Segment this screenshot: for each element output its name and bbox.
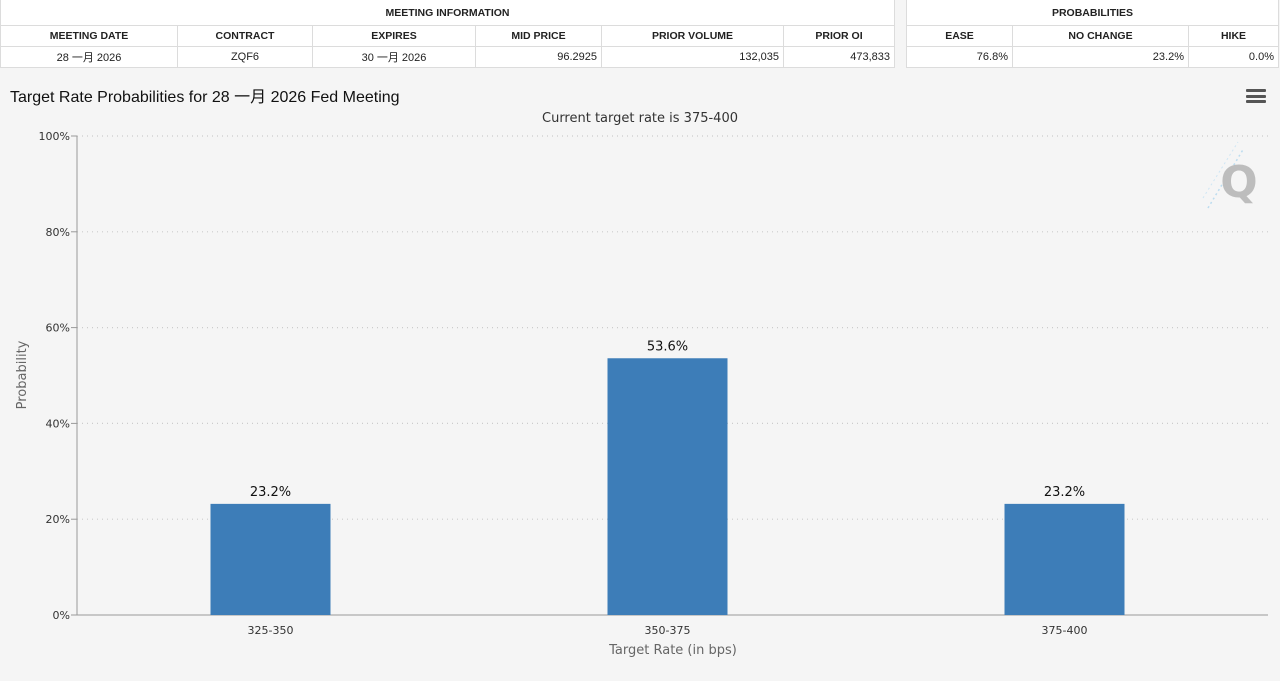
meeting-information-heading: MEETING INFORMATION — [0, 0, 895, 26]
cell-contract: ZQF6 — [177, 46, 313, 68]
x-axis-label: Target Rate (in bps) — [608, 643, 737, 658]
header-ease: EASE — [906, 25, 1013, 47]
bar-350-375 — [607, 358, 728, 615]
probabilities-heading: PROBABILITIES — [906, 0, 1279, 26]
x-tick-label: 350-375 — [645, 624, 691, 637]
header-no-change: NO CHANGE — [1012, 25, 1189, 47]
cell-ease: 76.8% — [906, 46, 1013, 68]
bar-375-400 — [1004, 503, 1125, 615]
header-hike: HIKE — [1188, 25, 1279, 47]
header-prior-oi: PRIOR OI — [783, 25, 895, 47]
q-logo-icon: Q — [1202, 141, 1258, 209]
y-tick-label: 20% — [46, 513, 70, 526]
y-tick-label: 100% — [39, 130, 70, 143]
header-mid-price: MID PRICE — [475, 25, 602, 47]
header-expires: EXPIRES — [312, 25, 476, 47]
bar-chart: Current target rate is 375-400 Q 0% 20% 40… — [15, 111, 1268, 658]
x-tick-label: 325-350 — [248, 624, 294, 637]
watermark-q: Q — [1220, 157, 1257, 208]
cell-meeting-date: 28 一月 2026 — [0, 46, 178, 68]
y-tick-label: 0% — [53, 609, 70, 622]
bar-325-350 — [210, 503, 331, 615]
cell-mid-price: 96.2925 — [475, 46, 602, 68]
y-tick-label: 80% — [46, 226, 70, 239]
hamburger-menu-icon[interactable] — [1246, 89, 1266, 105]
cell-no-change: 23.2% — [1012, 46, 1189, 68]
y-tick-label: 60% — [46, 322, 70, 335]
header-prior-volume: PRIOR VOLUME — [601, 25, 784, 47]
data-label: 23.2% — [1044, 485, 1085, 500]
cell-prior-oi: 473,833 — [783, 46, 895, 68]
y-tick-label: 40% — [46, 417, 70, 430]
header-contract: CONTRACT — [177, 25, 313, 47]
cell-prior-volume: 132,035 — [601, 46, 784, 68]
probabilities-table: PROBABILITIES EASE NO CHANGE HIKE 76.8% … — [906, 0, 1279, 68]
cell-hike: 0.0% — [1188, 46, 1279, 68]
y-axis-label: Probability — [15, 340, 30, 409]
cell-expires: 30 一月 2026 — [312, 46, 476, 68]
x-tick-label: 375-400 — [1042, 624, 1088, 637]
data-label: 23.2% — [250, 485, 291, 500]
data-label: 53.6% — [647, 339, 688, 354]
chart-title: Target Rate Probabilities for 28 一月 2026… — [10, 89, 400, 106]
chart-subtitle: Current target rate is 375-400 — [542, 111, 738, 126]
header-meeting-date: MEETING DATE — [0, 25, 178, 47]
meeting-information-table: MEETING INFORMATION MEETING DATE CONTRAC… — [0, 0, 895, 68]
